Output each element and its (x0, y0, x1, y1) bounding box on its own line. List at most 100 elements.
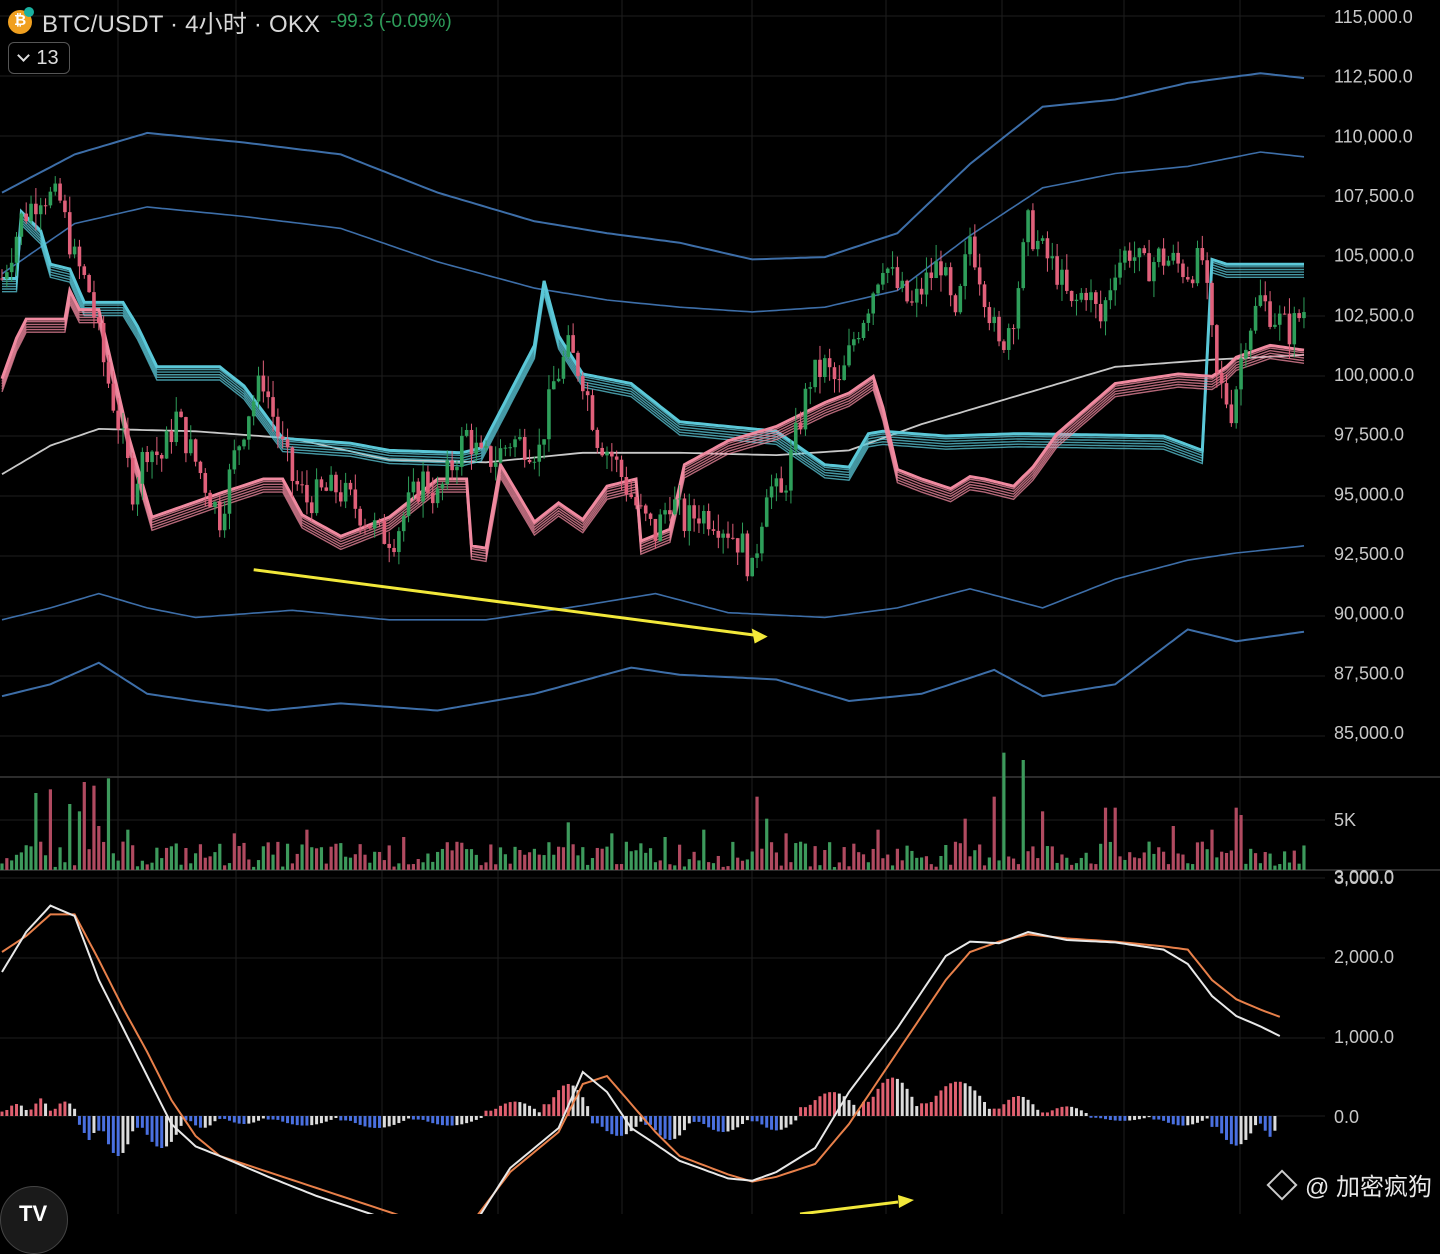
trading-chart[interactable]: 115,000.0 112,500.0 110,000.0 107,500.0 105,… (0, 0, 1440, 1214)
volume-bar (1060, 854, 1064, 870)
histogram-bar (0, 1111, 4, 1116)
indicator-toggle-button[interactable]: 13 (8, 42, 70, 74)
histogram-bar (920, 1103, 924, 1116)
candle-body (266, 391, 270, 398)
volume-bar (513, 846, 517, 870)
volume-bar (663, 837, 667, 870)
symbol-title[interactable]: BTC/USDT · 4小时 · OKX (42, 11, 321, 38)
volume-bar (39, 841, 43, 870)
volume-bar (436, 851, 440, 870)
histogram-bar (1234, 1116, 1238, 1146)
volume-bar (905, 845, 909, 870)
candle-body (677, 498, 682, 500)
candle-body (968, 236, 972, 255)
volume-bar (285, 843, 290, 870)
candle-body (14, 236, 19, 263)
volume-bar (1089, 863, 1093, 870)
histogram-bar (842, 1096, 846, 1116)
histogram-bar (697, 1116, 701, 1122)
volume-bar (886, 854, 890, 870)
candle-body (924, 272, 929, 295)
histogram-bar (924, 1103, 928, 1116)
histogram-bar (150, 1116, 154, 1142)
volume-bar (566, 822, 570, 870)
volume-bar (1036, 858, 1040, 870)
histogram-bar (469, 1116, 473, 1122)
volume-bar (1171, 826, 1175, 870)
volume-bar (750, 851, 754, 870)
histogram-bar (397, 1116, 401, 1124)
candle-body (126, 428, 130, 459)
candle-body (193, 439, 198, 462)
histogram-bar (528, 1105, 532, 1116)
candle-body (295, 481, 300, 485)
histogram-bar (653, 1116, 657, 1131)
divergence-arrow-line (253, 568, 758, 638)
support-ribbon (0, 285, 1305, 563)
histogram-bar (203, 1116, 207, 1128)
volume-bar (1079, 857, 1083, 870)
histogram-bar (537, 1112, 541, 1116)
histogram-bar (402, 1116, 406, 1121)
histogram-bar (1176, 1116, 1180, 1126)
histogram-bar (1089, 1116, 1093, 1118)
volume-bar (334, 843, 338, 870)
volume-bar (494, 864, 498, 870)
volume-bar (953, 841, 958, 870)
volume-bar (1278, 864, 1282, 870)
volume-bar (498, 847, 503, 870)
candle-body (1224, 383, 1229, 405)
histogram-bar (532, 1108, 536, 1116)
volume-bar (581, 847, 585, 870)
volume-bar (189, 863, 193, 870)
candle-body (527, 459, 532, 463)
histogram-bar (1249, 1116, 1253, 1134)
candle-body (285, 439, 290, 448)
volume-bar (344, 856, 348, 870)
histogram-bar (586, 1106, 590, 1116)
candle-body (1190, 279, 1195, 284)
histogram-bar (145, 1116, 149, 1135)
volume-bar (106, 778, 111, 870)
candle-body (1132, 257, 1137, 261)
candle-body (387, 543, 391, 548)
volume-bar (305, 829, 309, 870)
candle-body (242, 439, 246, 447)
price-change: -99.3 (-0.09%) (330, 10, 452, 32)
volume-bar (982, 865, 987, 870)
histogram-bar (1108, 1116, 1112, 1120)
histogram-bar (557, 1090, 561, 1116)
histogram-bar (958, 1081, 962, 1116)
histogram-bar (634, 1116, 638, 1127)
volume-bar (1166, 864, 1171, 870)
histogram-bar (682, 1116, 686, 1131)
histogram-bar (929, 1102, 933, 1116)
volume-bar (48, 789, 52, 870)
price-tick-label: 110,000.0 (1334, 126, 1413, 146)
candle-body (319, 479, 324, 488)
resistance-ribbon-line (2, 218, 1304, 476)
histogram-bar (10, 1105, 14, 1116)
candle-body (474, 442, 479, 455)
volume-bar (987, 857, 991, 870)
histogram-bar (116, 1116, 120, 1156)
candle-body (1089, 292, 1093, 301)
histogram-bar (179, 1116, 183, 1126)
candles (0, 176, 1306, 582)
volume-bar (87, 849, 91, 870)
candle-body (847, 345, 851, 366)
candle-body (711, 529, 716, 531)
volume-bar (765, 818, 769, 870)
candle-body (634, 497, 638, 506)
volume-axis: 5K 3,000.0 (1334, 810, 1394, 888)
candle-body (247, 416, 251, 440)
volume-bar (1181, 854, 1185, 870)
volume-bar (605, 846, 609, 870)
histogram-bar (561, 1085, 565, 1116)
volume-bar (711, 863, 716, 870)
histogram-bar (1079, 1110, 1083, 1116)
histogram-bar (353, 1116, 357, 1124)
volume-bar (837, 862, 841, 870)
tradingview-logo[interactable]: TV (0, 1186, 68, 1254)
histogram-bar (198, 1116, 202, 1128)
